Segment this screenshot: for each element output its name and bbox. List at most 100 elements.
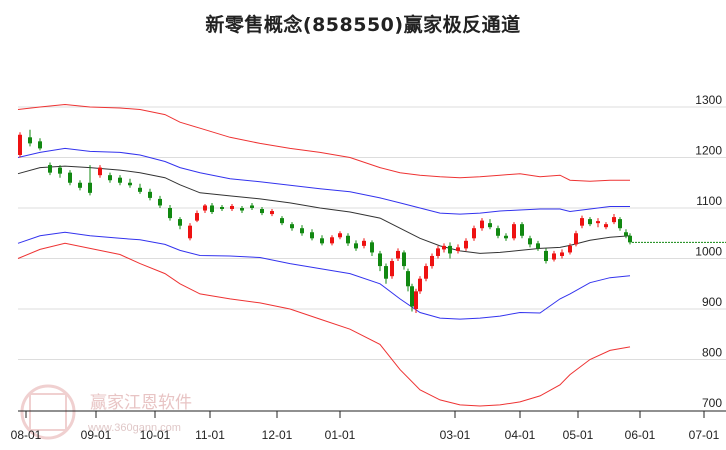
candle [178,217,182,230]
candle [338,231,342,240]
candle [260,206,264,216]
candle [424,263,428,282]
candle [220,204,224,212]
candle [488,219,492,230]
candle [618,217,622,231]
candle [300,225,304,236]
candle [148,188,152,201]
candle [430,253,434,269]
candle [270,209,274,217]
candle [28,129,32,147]
candle [442,243,446,253]
middle-line [17,165,631,254]
candle [384,263,388,284]
candle [588,217,592,227]
candle [88,165,92,196]
outer-upper-line [17,103,630,182]
candle [370,240,374,256]
candle [250,202,254,211]
x-axis: 08-01 09-01 10-01 11-01 12-01 01-01 03-01 04-01… [11,410,726,442]
candle [536,240,540,251]
x-tick-label: 04-01 [505,428,536,442]
candle [574,230,578,247]
candle [362,238,366,249]
candle [58,165,62,178]
candle [496,225,500,239]
y-tick-label: 1000 [695,245,722,259]
candle [78,180,82,191]
candle [612,214,616,225]
candle [544,248,548,264]
candle [528,235,532,248]
candle [108,172,112,183]
candle [418,276,422,294]
x-tick-label: 10-01 [140,428,171,442]
y-axis: 1300 1200 1100 1000 900 800 700 [695,93,722,410]
x-tick-label: 07-01 [689,428,720,442]
candle [580,215,584,229]
x-tick-label: 08-01 [11,428,42,442]
outer-lower-line [17,242,631,407]
candle [402,250,406,270]
candle [436,245,440,259]
candle [38,138,42,151]
y-tick-label: 1100 [696,194,722,208]
y-tick-label: 800 [702,346,722,360]
candle [168,204,172,221]
candle [396,248,400,262]
candle [378,250,382,272]
candle [504,233,508,241]
candle [203,203,207,214]
candle [410,283,414,312]
chart-title: 新零售概念(858550)赢家极反通道 [205,14,521,36]
candle [448,242,452,259]
candle [354,240,358,251]
x-tick-label: 12-01 [262,428,293,442]
inner-upper-line [17,147,630,215]
candle [346,233,350,246]
x-tick-label: 11-01 [195,428,225,442]
candle [456,244,460,254]
candle [464,238,468,251]
candlesticks [18,129,632,314]
candle [406,268,410,292]
candle [138,183,142,194]
candle [390,258,394,279]
x-tick-label: 09-01 [81,428,112,442]
y-tick-label: 1200 [695,144,722,158]
candle [230,203,234,212]
candle [560,249,564,259]
candle [596,218,600,228]
x-tick-label: 01-01 [325,428,356,442]
y-tick-label: 700 [702,396,722,410]
candle [188,223,192,241]
candle [520,222,524,239]
candle [195,210,199,223]
watermark-name: 赢家江恩软件 [90,393,192,413]
x-tick-label: 05-01 [563,428,594,442]
candle [552,250,556,262]
candle [290,222,294,231]
candle [628,233,632,245]
candle [118,175,122,186]
candle [68,170,72,186]
candle [310,229,314,241]
candle [568,243,572,255]
candle [320,235,324,246]
candle [330,235,334,246]
candle [48,162,52,176]
candle [210,202,214,215]
watermark: 赢家江恩软件 www.360gann.com [20,384,192,440]
x-tick-label: 03-01 [440,428,471,442]
inner-lower-line [17,231,631,320]
channel-bands [17,103,726,407]
candle [472,225,476,241]
candle [480,218,484,231]
candle [414,288,418,314]
candle [158,195,162,208]
gridlines [18,106,726,360]
candle [128,178,132,188]
candle [18,132,22,158]
candle [240,205,244,214]
